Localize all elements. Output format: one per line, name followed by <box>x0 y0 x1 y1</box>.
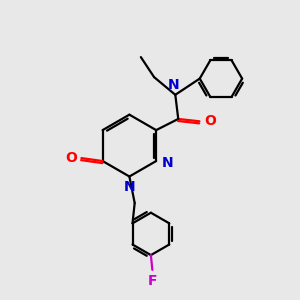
Text: N: N <box>123 180 135 194</box>
Text: O: O <box>65 151 77 165</box>
Text: O: O <box>204 114 216 128</box>
Text: N: N <box>168 78 180 92</box>
Text: N: N <box>161 155 173 170</box>
Text: F: F <box>148 274 157 288</box>
